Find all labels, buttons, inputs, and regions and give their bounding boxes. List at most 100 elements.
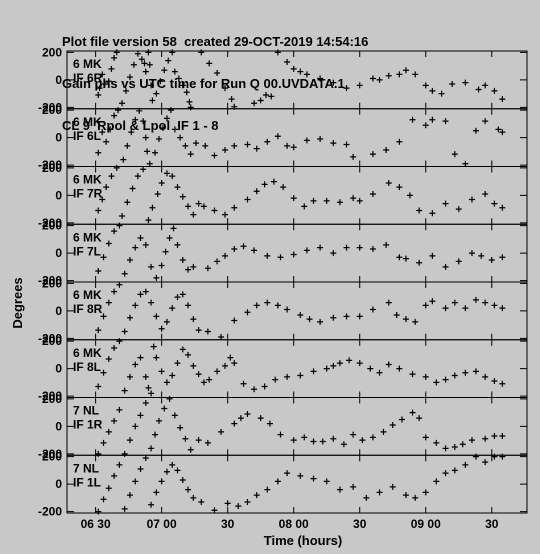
data-point [105, 78, 112, 85]
data-point [323, 478, 330, 485]
data-point [409, 116, 416, 123]
data-point [132, 302, 139, 309]
data-point [336, 360, 343, 367]
data-point [284, 59, 291, 65]
data-point [211, 207, 218, 214]
data-point [185, 266, 192, 273]
data-point [499, 129, 506, 136]
data-point [149, 97, 156, 104]
data-point [495, 126, 502, 133]
data-point [462, 79, 469, 86]
data-point [174, 241, 181, 248]
data-point [422, 489, 429, 496]
y-tick-label: 0 [55, 362, 62, 376]
data-point [422, 434, 429, 441]
y-tick-label: -200 [38, 331, 62, 345]
data-point [166, 235, 173, 241]
data-point [128, 129, 135, 136]
antenna-label: 6 MK [73, 288, 102, 302]
data-point [120, 156, 127, 163]
data-point [174, 467, 181, 474]
data-point [192, 140, 199, 147]
data-point [442, 376, 449, 383]
data-point [422, 82, 429, 89]
data-point [240, 243, 247, 250]
y-tick-label: -200 [38, 158, 62, 172]
data-point [119, 100, 126, 107]
data-point [190, 316, 197, 323]
data-point [179, 257, 186, 263]
data-point [369, 246, 376, 252]
data-point [491, 302, 498, 309]
data-point [214, 258, 221, 265]
data-point [158, 262, 165, 269]
data-point [162, 248, 169, 255]
data-point [330, 435, 337, 442]
data-point [149, 204, 156, 211]
data-point [153, 313, 160, 320]
data-point [132, 478, 139, 485]
data-point [190, 263, 197, 270]
data-point [108, 65, 115, 72]
data-point [482, 459, 489, 466]
data-point [363, 494, 370, 501]
data-point [482, 299, 489, 306]
data-point [182, 142, 189, 149]
data-point [231, 204, 238, 211]
data-point [412, 494, 419, 501]
data-point [179, 193, 186, 200]
if-label: IF 7R [73, 187, 103, 201]
y-tick-label: 200 [42, 103, 62, 117]
data-point [491, 433, 498, 439]
data-point [95, 149, 102, 156]
x-axis-label: Time (hours) [264, 533, 343, 548]
data-point [111, 417, 118, 424]
data-point [190, 494, 197, 501]
y-tick-label: -200 [38, 505, 62, 519]
data-point [499, 453, 506, 460]
data-point [211, 152, 218, 159]
x-tick-label: 09 00 [411, 517, 441, 531]
data-point [169, 372, 176, 379]
data-point [116, 281, 123, 288]
data-point [108, 173, 115, 180]
data-point [442, 445, 449, 452]
y-tick-label: -200 [38, 100, 62, 114]
data-point [396, 71, 403, 78]
data-point [99, 71, 106, 78]
data-point [103, 138, 110, 145]
y-tick-label: 0 [55, 188, 62, 202]
data-point [409, 409, 416, 416]
panel-frame [66, 50, 528, 110]
data-point [140, 118, 147, 125]
data-point [389, 422, 396, 428]
data-point [402, 67, 409, 74]
data-point [297, 68, 304, 75]
data-point [468, 437, 475, 444]
data-point [134, 173, 141, 180]
data-point [132, 244, 139, 251]
data-point [369, 75, 376, 82]
data-point [204, 439, 211, 446]
data-point [261, 181, 268, 188]
data-point [163, 318, 170, 325]
data-point [499, 204, 506, 211]
data-point [204, 328, 211, 335]
data-point [416, 259, 423, 266]
data-point [350, 431, 357, 438]
data-point [369, 151, 376, 158]
data-point [107, 126, 114, 133]
data-point [369, 434, 376, 441]
data-point [482, 191, 489, 197]
data-point [290, 251, 297, 258]
data-point [183, 89, 190, 96]
data-point [429, 298, 436, 305]
data-point [380, 428, 387, 435]
y-tick-label: -200 [38, 447, 62, 461]
data-point [303, 71, 310, 78]
data-point [116, 222, 123, 229]
data-point [297, 312, 304, 318]
